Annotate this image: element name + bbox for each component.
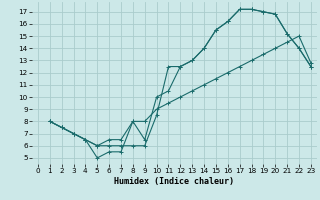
X-axis label: Humidex (Indice chaleur): Humidex (Indice chaleur) — [115, 177, 234, 186]
